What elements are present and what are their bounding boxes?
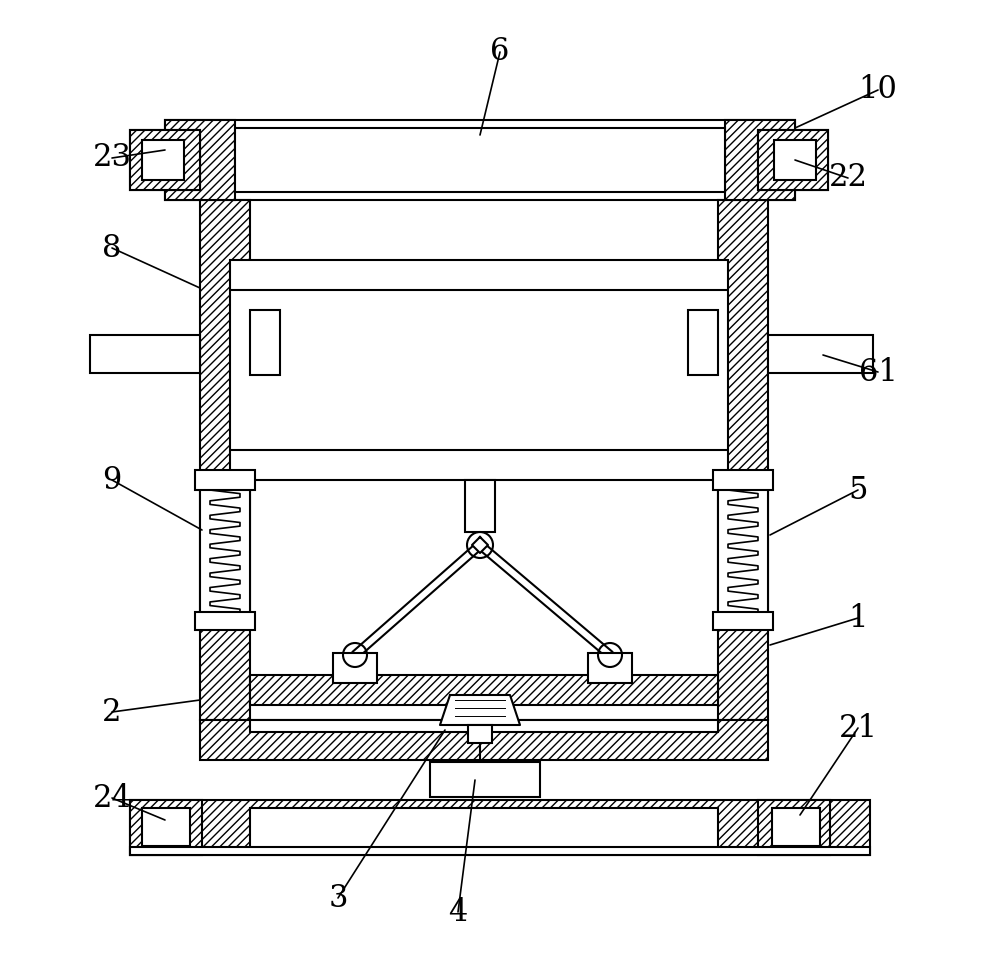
- Bar: [758, 800, 830, 855]
- Bar: [165, 120, 235, 200]
- Bar: [758, 130, 828, 190]
- Bar: [130, 847, 870, 855]
- Bar: [719, 490, 767, 620]
- Bar: [250, 808, 718, 848]
- Polygon shape: [477, 542, 613, 658]
- Text: 6: 6: [490, 37, 510, 67]
- Bar: [713, 470, 773, 490]
- Bar: [718, 200, 768, 720]
- Text: 23: 23: [92, 143, 132, 173]
- Bar: [468, 725, 492, 743]
- Bar: [333, 653, 377, 683]
- Text: 5: 5: [848, 474, 868, 505]
- Bar: [250, 310, 280, 375]
- Bar: [130, 130, 200, 190]
- Text: 21: 21: [838, 712, 878, 744]
- Bar: [195, 470, 255, 490]
- Bar: [725, 120, 795, 200]
- Bar: [130, 800, 202, 855]
- Bar: [772, 808, 820, 846]
- Text: 3: 3: [328, 883, 348, 914]
- Text: 24: 24: [93, 782, 131, 814]
- Text: 4: 4: [448, 896, 468, 927]
- Bar: [195, 612, 255, 630]
- Text: 22: 22: [828, 162, 868, 193]
- Text: 10: 10: [859, 75, 897, 106]
- Bar: [688, 310, 718, 375]
- Polygon shape: [352, 542, 483, 658]
- Bar: [142, 140, 184, 180]
- Bar: [130, 800, 870, 855]
- Polygon shape: [440, 695, 520, 725]
- Text: 9: 9: [102, 465, 122, 496]
- Bar: [713, 612, 773, 630]
- Bar: [768, 335, 873, 373]
- Bar: [250, 720, 718, 732]
- Bar: [201, 490, 249, 620]
- Text: 61: 61: [859, 357, 897, 388]
- Bar: [235, 128, 725, 192]
- Bar: [90, 335, 200, 373]
- Bar: [758, 130, 828, 190]
- Text: 2: 2: [102, 697, 122, 727]
- Bar: [142, 808, 190, 846]
- Text: 1: 1: [848, 603, 868, 634]
- Bar: [250, 675, 718, 705]
- Bar: [588, 653, 632, 683]
- Bar: [774, 140, 816, 180]
- Bar: [430, 762, 540, 797]
- Text: 8: 8: [102, 232, 122, 263]
- Bar: [200, 720, 768, 760]
- Bar: [230, 260, 728, 480]
- Bar: [200, 200, 250, 720]
- Bar: [465, 480, 495, 532]
- Polygon shape: [472, 537, 488, 553]
- Bar: [165, 120, 795, 200]
- Bar: [130, 130, 200, 190]
